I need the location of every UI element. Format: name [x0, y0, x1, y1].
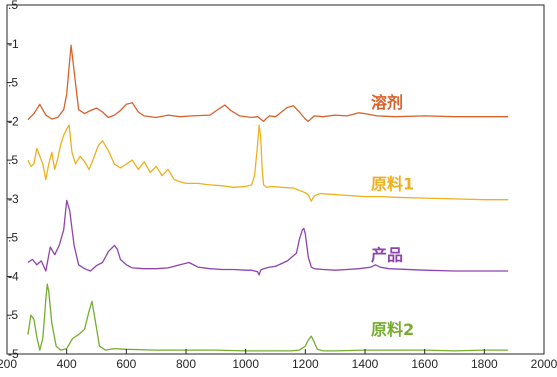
y-tick-label: -4 [8, 269, 19, 283]
series-line-1 [27, 44, 509, 122]
x-tick-label: 1400 [352, 357, 379, 371]
x-tick-label: 1000 [232, 357, 259, 371]
x-tick-label: 1200 [292, 357, 319, 371]
series-label-3: 产品 [371, 246, 403, 265]
x-tick-label: 400 [57, 357, 77, 371]
y-tick-label: .5 [8, 76, 18, 90]
y-tick-label: .5 [8, 308, 18, 322]
series-line-4 [27, 283, 509, 352]
y-tick-label: -3 [8, 192, 19, 206]
y-tick-label: -1 [8, 37, 19, 51]
x-axis: 200 400 600 800 1000 1200 1400 1600 1800 2000 [0, 349, 557, 371]
series-line-2 [27, 124, 509, 202]
y-tick-label: -2 [8, 114, 19, 128]
series-label-1: 溶剂 [371, 93, 403, 112]
y-tick-label: .5 [8, 231, 18, 245]
x-tick-label: 200 [0, 357, 17, 371]
x-tick-label: 2000 [531, 357, 557, 371]
axes-box [6, 4, 545, 355]
x-tick-label: 1600 [411, 357, 438, 371]
plot-lines [27, 44, 509, 352]
y-axis: .5 -1 .5 -2 .5 -3 .5 -4 .5 -5 [7, 0, 19, 361]
y-tick-label: -5 [8, 347, 19, 361]
x-tick-label: 600 [116, 357, 136, 371]
series-line-3 [27, 199, 509, 276]
series-label-4: 原料2 [371, 320, 414, 339]
y-tick-label: .5 [8, 0, 18, 12]
series-label-2: 原料1 [371, 174, 414, 193]
x-tick-label: 1800 [471, 357, 498, 371]
x-tick-label: 800 [176, 357, 196, 371]
y-tick-label: .5 [8, 153, 18, 167]
